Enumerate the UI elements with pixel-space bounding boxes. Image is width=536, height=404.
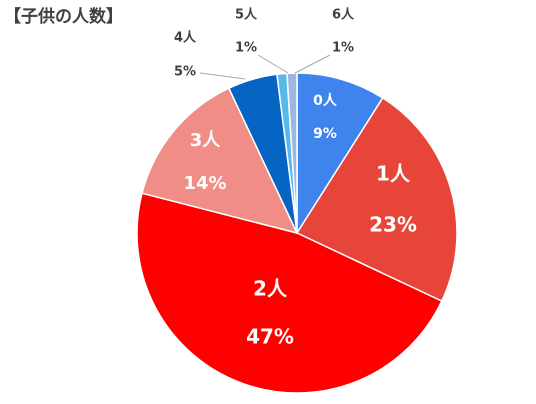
- pie-slice: [286, 72, 298, 234]
- slice-label: 0人: [313, 92, 338, 109]
- pie-slice: [295, 96, 458, 303]
- value-label: 9%: [313, 126, 337, 142]
- value-label: 1%: [332, 41, 354, 56]
- chart-title: 【子供の人数】: [4, 6, 123, 27]
- slice-label: 4人: [174, 30, 197, 46]
- value-label: 14%: [183, 173, 226, 194]
- slice-label: 5人: [235, 7, 258, 23]
- value-label: 1%: [235, 41, 257, 56]
- pie-slice: [296, 72, 384, 236]
- leader-line: [257, 54, 289, 74]
- pie-slice: [136, 192, 443, 394]
- leader-line: [294, 54, 331, 74]
- value-label: 5%: [174, 65, 196, 80]
- value-label: 23%: [369, 213, 417, 237]
- slice-label: 2人: [253, 277, 288, 301]
- value-label: 47%: [246, 325, 294, 349]
- slice-label: 3人: [190, 130, 222, 151]
- pie-slice: [141, 87, 299, 235]
- leader-line: [199, 72, 246, 80]
- slice-label: 6人: [332, 7, 355, 23]
- slice-label: 1人: [376, 162, 411, 186]
